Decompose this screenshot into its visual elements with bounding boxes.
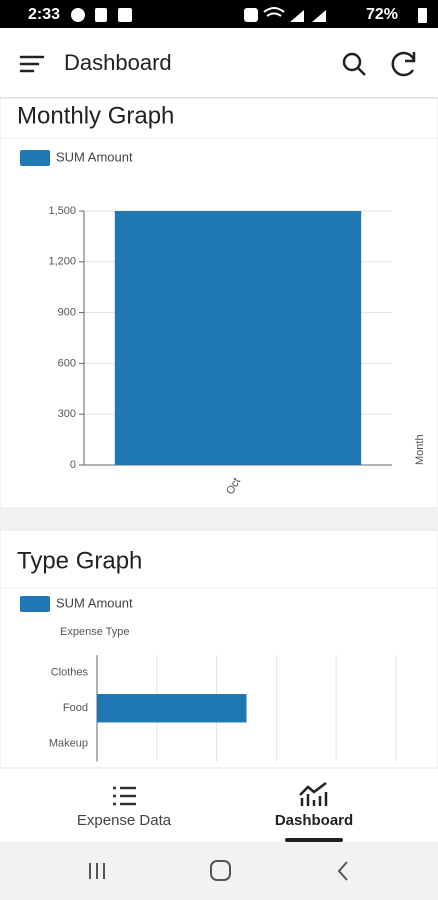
legend-label: SUM Amount — [56, 595, 133, 610]
x-axis-label: Month — [414, 434, 426, 465]
y-axis-label: Expense Type — [60, 626, 130, 638]
legend-swatch — [20, 150, 50, 166]
recents-button[interactable] — [89, 863, 105, 879]
tab-label: Expense Data — [77, 812, 172, 829]
system-nav — [0, 842, 438, 900]
y-tick-label: 0 — [70, 459, 76, 471]
status-icon — [71, 8, 85, 22]
y-tick-label: Food — [63, 702, 88, 714]
y-tick-label: 1,500 — [48, 205, 76, 217]
y-tick-label: 300 — [58, 408, 76, 420]
battery-text: 72% — [366, 6, 398, 23]
tab-indicator — [285, 838, 343, 842]
status-icon — [95, 8, 107, 22]
home-button[interactable] — [210, 860, 231, 881]
status-icon — [244, 8, 258, 22]
legend-label: SUM Amount — [56, 149, 133, 164]
back-button[interactable] — [337, 861, 348, 881]
battery-icon — [418, 8, 427, 23]
signal-icon — [290, 10, 326, 22]
chart-title: Monthly Graph — [17, 102, 174, 129]
bar — [97, 694, 247, 723]
chart-title: Type Graph — [17, 547, 142, 574]
bottom-nav — [0, 768, 438, 842]
charts: Monthly Graph SUM Amount 0 300 600 900 1,200 1,… — [17, 102, 426, 781]
expense-data-tab[interactable]: Expense Data — [77, 786, 172, 829]
legend-swatch — [20, 596, 50, 612]
menu-button[interactable] — [19, 55, 45, 73]
dashboard-tab[interactable]: Dashboard — [275, 782, 353, 842]
list-icon — [113, 786, 136, 806]
y-tick-label: 600 — [58, 357, 76, 369]
bar — [114, 211, 362, 465]
status-time: 2:33 — [28, 6, 60, 23]
status-icon — [118, 8, 132, 22]
refresh-button[interactable] — [391, 51, 416, 77]
wifi-icon — [263, 7, 285, 17]
app-bar — [0, 28, 438, 98]
search-button[interactable] — [342, 52, 366, 76]
y-tick-label: 900 — [58, 307, 76, 319]
chart-icon — [299, 782, 328, 806]
y-tick-label: 1,200 — [48, 256, 76, 268]
tab-label: Dashboard — [275, 812, 353, 829]
app-title: Dashboard — [64, 50, 172, 75]
y-tick-label: Clothes — [51, 667, 89, 679]
y-tick-label: Makeup — [49, 738, 88, 750]
